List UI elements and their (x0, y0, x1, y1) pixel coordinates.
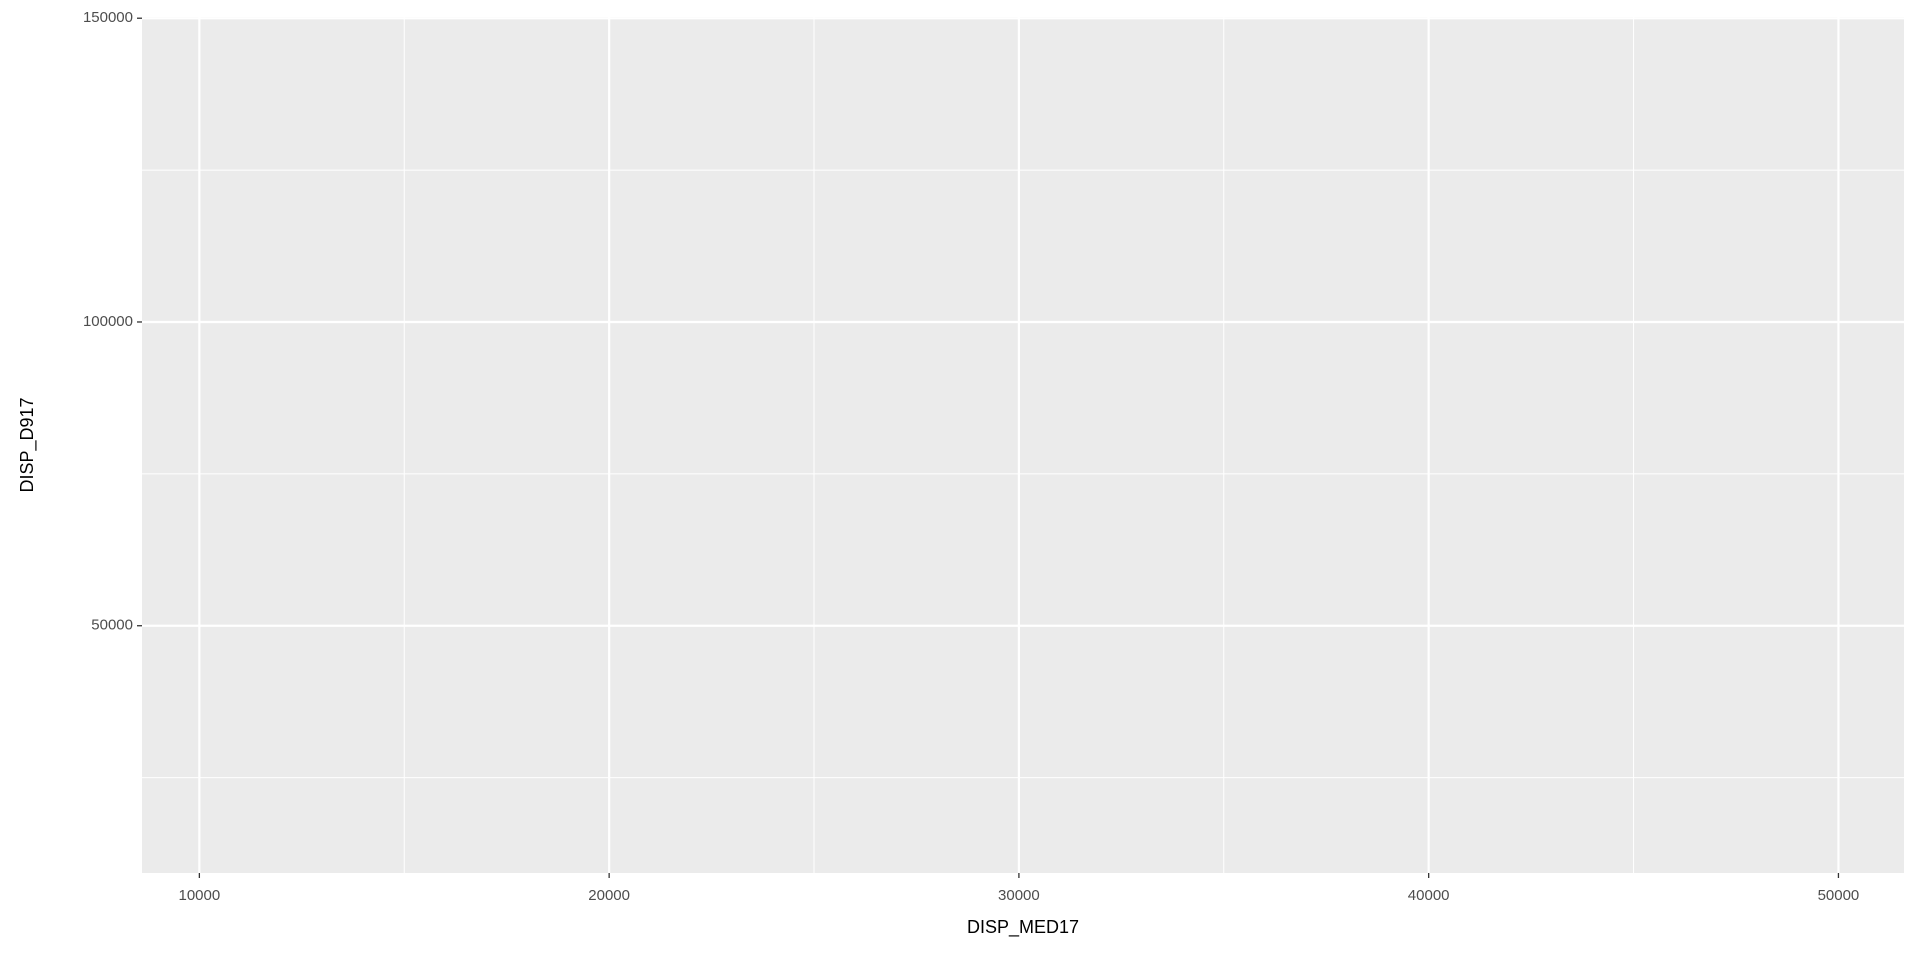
x-tick-label: 50000 (1818, 887, 1860, 904)
y-axis-title: DISP_D917 (17, 397, 38, 492)
x-tick-label: 10000 (179, 887, 221, 904)
y-tick-label: 50000 (91, 617, 133, 634)
x-axis-title: DISP_MED17 (967, 917, 1079, 938)
x-tick-label: 40000 (1408, 887, 1450, 904)
y-tick-label: 100000 (83, 313, 133, 330)
y-tick-label: 150000 (83, 9, 133, 26)
x-tick-label: 20000 (588, 887, 630, 904)
x-tick-label: 30000 (998, 887, 1040, 904)
panel (142, 17, 1904, 873)
